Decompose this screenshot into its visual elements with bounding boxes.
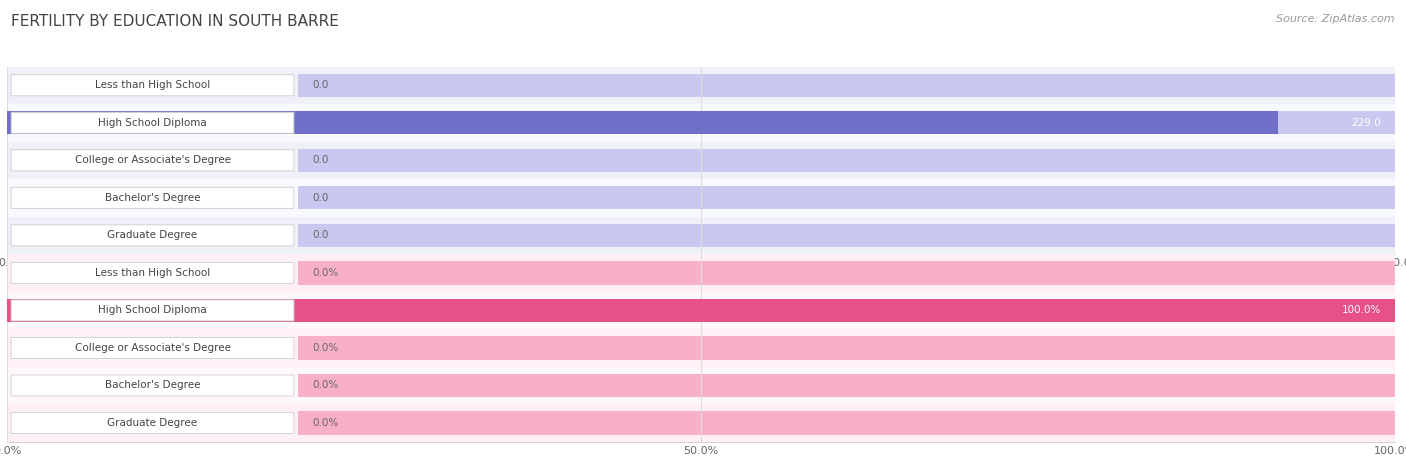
- Bar: [298, 186, 1395, 209]
- Bar: [298, 374, 1395, 397]
- Text: College or Associate's Degree: College or Associate's Degree: [75, 343, 231, 353]
- Text: 0.0: 0.0: [312, 193, 329, 203]
- Bar: [7, 104, 1395, 142]
- Bar: [7, 404, 1395, 442]
- Bar: [7, 292, 1395, 329]
- Text: 0.0: 0.0: [312, 80, 329, 90]
- Bar: [7, 142, 1395, 179]
- FancyBboxPatch shape: [11, 262, 294, 284]
- Bar: [7, 367, 1395, 404]
- Text: Source: ZipAtlas.com: Source: ZipAtlas.com: [1277, 14, 1395, 24]
- Bar: [298, 74, 1395, 97]
- Text: 0.0: 0.0: [312, 155, 329, 165]
- FancyBboxPatch shape: [11, 300, 294, 321]
- FancyBboxPatch shape: [11, 150, 294, 171]
- Text: 0.0%: 0.0%: [312, 343, 339, 353]
- Bar: [298, 299, 1395, 322]
- Text: FERTILITY BY EDUCATION IN SOUTH BARRE: FERTILITY BY EDUCATION IN SOUTH BARRE: [11, 14, 339, 29]
- Text: Less than High School: Less than High School: [96, 80, 209, 90]
- Text: Graduate Degree: Graduate Degree: [107, 418, 198, 428]
- FancyBboxPatch shape: [11, 112, 294, 133]
- Text: 229.0: 229.0: [1351, 118, 1381, 128]
- Text: Bachelor's Degree: Bachelor's Degree: [105, 380, 200, 390]
- Text: Less than High School: Less than High School: [96, 268, 209, 278]
- Bar: [7, 111, 1278, 134]
- Bar: [298, 336, 1395, 360]
- Bar: [298, 149, 1395, 172]
- Bar: [7, 179, 1395, 217]
- Text: 100.0%: 100.0%: [1341, 305, 1381, 315]
- Text: 0.0%: 0.0%: [312, 418, 339, 428]
- Text: Bachelor's Degree: Bachelor's Degree: [105, 193, 200, 203]
- Bar: [7, 299, 1395, 322]
- Bar: [298, 111, 1395, 134]
- Bar: [7, 66, 1395, 104]
- Text: 0.0%: 0.0%: [312, 268, 339, 278]
- FancyBboxPatch shape: [11, 412, 294, 434]
- Text: Graduate Degree: Graduate Degree: [107, 230, 198, 240]
- Bar: [7, 254, 1395, 292]
- Bar: [298, 411, 1395, 435]
- FancyBboxPatch shape: [11, 75, 294, 96]
- Text: 0.0%: 0.0%: [312, 380, 339, 390]
- FancyBboxPatch shape: [11, 225, 294, 246]
- Bar: [7, 217, 1395, 254]
- Text: College or Associate's Degree: College or Associate's Degree: [75, 155, 231, 165]
- Text: High School Diploma: High School Diploma: [98, 118, 207, 128]
- Bar: [298, 224, 1395, 247]
- Bar: [298, 261, 1395, 285]
- Bar: [7, 329, 1395, 367]
- Text: 0.0: 0.0: [312, 230, 329, 240]
- FancyBboxPatch shape: [11, 375, 294, 396]
- FancyBboxPatch shape: [11, 337, 294, 359]
- FancyBboxPatch shape: [11, 187, 294, 209]
- Text: High School Diploma: High School Diploma: [98, 305, 207, 315]
